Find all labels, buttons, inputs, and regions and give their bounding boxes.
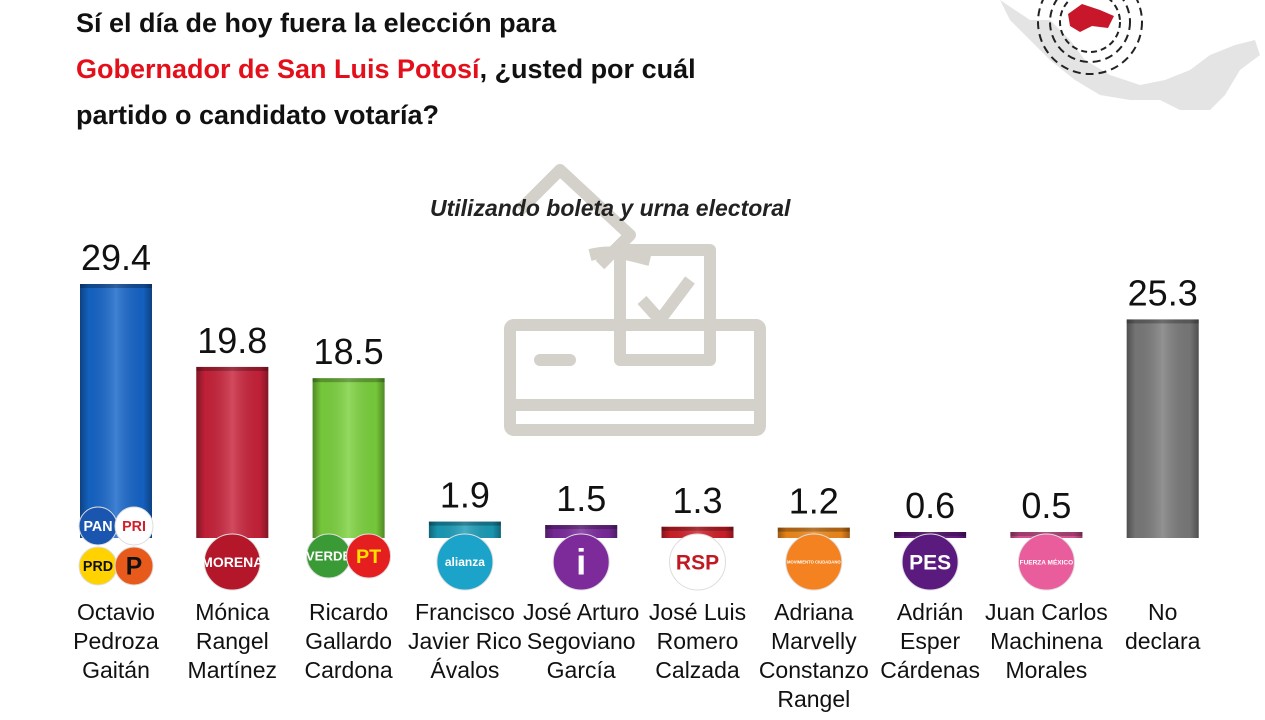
pes-logo: PES xyxy=(901,533,959,591)
rsp-logo: RSP xyxy=(669,533,726,591)
value-label: 19.8 xyxy=(197,320,267,361)
nueva-alianza-logo: alianza xyxy=(436,533,494,591)
bar-7 xyxy=(777,527,850,538)
svg-text:i: i xyxy=(576,542,586,583)
category-label: Ricardo Gallardo Cardona xyxy=(304,599,392,683)
category-label: José Arturo Segoviano García xyxy=(523,599,639,683)
category-label: Adrián Esper Cárdenas xyxy=(880,599,980,683)
prd-logo: PRD xyxy=(78,546,118,586)
bar-10 xyxy=(1126,319,1199,538)
value-label: 25.3 xyxy=(1128,272,1198,313)
bar-4 xyxy=(428,521,501,538)
bar-1 xyxy=(80,284,152,538)
bar-5 xyxy=(545,525,618,538)
pt-logo: PT xyxy=(346,533,392,579)
pri-logo: PRI xyxy=(114,506,154,546)
question-title: Sí el día de hoy fuera la elección para … xyxy=(76,0,876,138)
svg-text:MORENA: MORENA xyxy=(201,554,263,570)
question-line-2-rest: , ¿usted por cuál xyxy=(479,54,696,84)
value-label: 1.5 xyxy=(556,478,606,519)
svg-text:PAN: PAN xyxy=(83,519,112,535)
category-label: Octavio Pedroza Gaitán xyxy=(73,599,159,683)
category-label: José Luis Romero Calzada xyxy=(649,599,746,683)
category-label: Mónica Rangel Martínez xyxy=(188,599,277,683)
svg-text:MOVIMIENTO CIUDADANO: MOVIMIENTO CIUDADANO xyxy=(787,559,841,564)
pan-logo: PAN xyxy=(78,506,118,546)
svg-text:alianza: alianza xyxy=(445,555,485,569)
bar-3 xyxy=(312,378,385,538)
category-label: Adriana Marvelly Constanzo Rangel xyxy=(759,599,869,712)
value-label: 0.6 xyxy=(905,485,955,526)
movimiento-ciudadano-logo: MOVIMIENTO CIUDADANO xyxy=(785,533,843,591)
category-label: Juan Carlos Machinena Morales xyxy=(985,599,1108,683)
svg-text:FUERZA MÉXICO: FUERZA MÉXICO xyxy=(1020,557,1074,566)
mexico-map-icon xyxy=(1000,0,1260,110)
svg-text:P: P xyxy=(126,554,142,581)
question-line-3: partido o candidato votaría? xyxy=(76,100,440,130)
verde-logo: VERDE xyxy=(306,533,352,579)
pcp-logo: P xyxy=(114,546,154,586)
value-label: 1.2 xyxy=(789,481,839,522)
morena-logo: MORENA xyxy=(201,533,263,591)
svg-text:PES: PES xyxy=(909,551,951,574)
svg-text:PT: PT xyxy=(356,546,381,568)
independiente-logo: i xyxy=(552,533,610,591)
value-label: 18.5 xyxy=(314,331,384,372)
value-label: 0.5 xyxy=(1021,485,1071,526)
question-highlight: Gobernador de San Luis Potosí xyxy=(76,54,480,84)
value-label: 1.3 xyxy=(672,480,722,521)
value-label: 29.4 xyxy=(81,237,151,278)
svg-text:RSP: RSP xyxy=(676,551,719,574)
category-label: No declara xyxy=(1125,599,1201,654)
fuerza-mexico-logo: FUERZA MÉXICO xyxy=(1017,533,1075,591)
svg-text:VERDE: VERDE xyxy=(306,549,352,564)
svg-text:PRD: PRD xyxy=(83,559,113,575)
chart-subtitle: Utilizando boleta y urna electoral xyxy=(430,195,791,221)
bar-6 xyxy=(661,526,734,538)
ballot-box-watermark xyxy=(504,164,766,436)
value-label: 1.9 xyxy=(440,475,490,516)
category-label: Francisco Javier Rico Ávalos xyxy=(408,599,522,683)
svg-text:PRI: PRI xyxy=(122,519,146,535)
question-line-2: Gobernador de San Luis Potosí, ¿usted po… xyxy=(76,46,876,92)
bar-2 xyxy=(196,366,269,538)
question-line-1: Sí el día de hoy fuera la elección para xyxy=(76,8,557,38)
